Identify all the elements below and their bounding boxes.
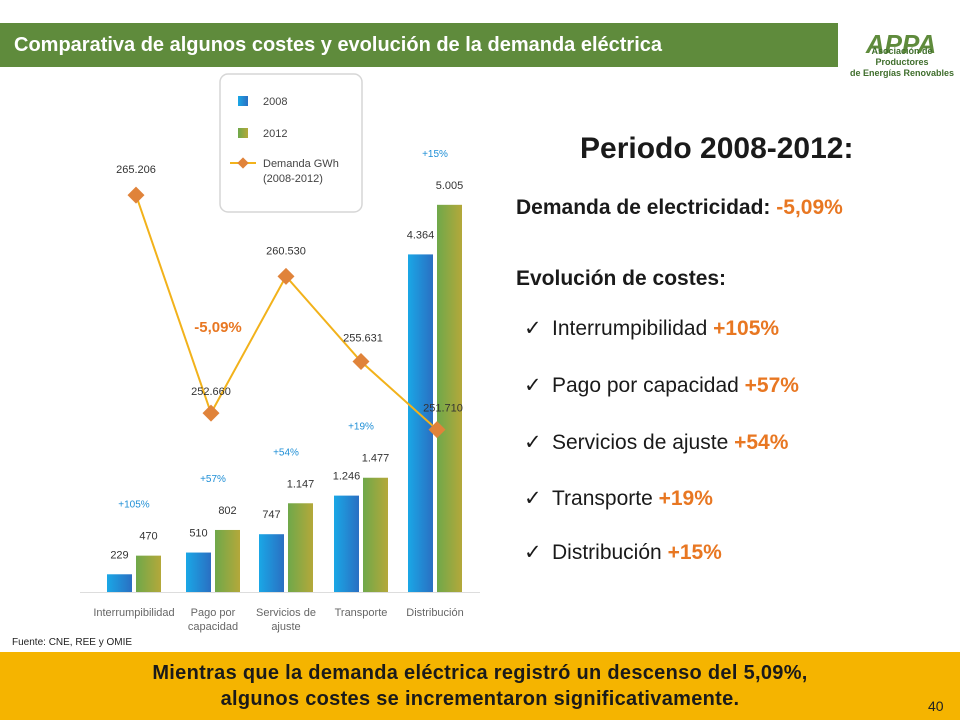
demand-marker <box>277 267 295 285</box>
evolution-title: Evolución de costes: <box>516 267 727 290</box>
legend-swatch-2008 <box>238 96 248 106</box>
growth-label: +19% <box>348 422 374 433</box>
bar-value-label: 1.477 <box>362 453 390 465</box>
demand-change-annotation: -5,09% <box>194 319 242 336</box>
demand-value-label: 251.710 <box>423 403 463 415</box>
bar-2012-4 <box>437 204 462 593</box>
cost-item-distribucion: ✓ Distribución +15% <box>524 540 722 565</box>
bar-2012-3 <box>363 477 388 592</box>
bar-value-label: 470 <box>139 531 157 543</box>
bar-2008-3 <box>334 495 359 592</box>
bar-value-label: 5.005 <box>436 180 464 192</box>
demand-value-label: 252.660 <box>191 386 231 398</box>
growth-label: +54% <box>273 447 299 458</box>
bar-2012-0 <box>136 555 161 592</box>
demand-summary: Demanda de electricidad: -5,09% <box>516 196 843 220</box>
growth-label: +57% <box>200 474 226 485</box>
growth-label: +105% <box>118 500 150 511</box>
legend-label-2012: 2012 <box>263 128 287 140</box>
check-icon: ✓ <box>524 541 542 564</box>
category-label: ajuste <box>271 621 300 633</box>
cost-item-pct: +54% <box>734 431 789 454</box>
cost-item-pct: +105% <box>713 317 780 340</box>
cost-item-interrumpibilidad: ✓ Interrumpibilidad +105% <box>524 316 779 341</box>
growth-label: +15% <box>422 149 448 160</box>
category-label: Servicios de <box>256 607 316 619</box>
cost-item-label: Servicios de ajuste <box>552 431 729 454</box>
source-note: Fuente: CNE, REE y OMIE <box>12 637 133 648</box>
footer-line2: algunos costes se incrementaron signific… <box>220 688 740 710</box>
cost-item-transporte: ✓ Transporte +19% <box>524 486 713 511</box>
cost-item-pct: +57% <box>744 374 799 397</box>
check-icon: ✓ <box>524 317 542 340</box>
bar-value-label: 747 <box>262 509 280 521</box>
bar-value-label: 4.364 <box>407 229 435 241</box>
cost-demand-chart: 265.206 252.660 260.530 255.631 251.710 -5,09… <box>80 73 480 633</box>
category-label: Interrumpibilidad <box>93 607 174 619</box>
demand-label: Demanda de electricidad: <box>516 196 771 219</box>
period-title: Periodo 2008-2012: <box>580 132 854 165</box>
check-icon: ✓ <box>524 374 542 397</box>
category-label: Distribución <box>406 607 463 619</box>
demand-marker <box>127 186 145 204</box>
demand-value-label: 265.206 <box>116 164 156 176</box>
demand-value-label: 260.530 <box>266 245 306 257</box>
bar-2008-2 <box>259 534 284 592</box>
footer-banner <box>0 652 960 720</box>
demand-value: -5,09% <box>776 196 843 219</box>
cost-item-label: Distribución <box>552 541 662 564</box>
appa-logo: APPA <box>846 29 956 59</box>
logo-subtitle-line1: Asociación de Productores <box>871 46 933 67</box>
cost-item-label: Pago por capacidad <box>552 374 739 397</box>
bar-2008-0 <box>107 574 132 592</box>
bar-2012-1 <box>215 529 240 592</box>
demand-value-label: 255.631 <box>343 333 383 345</box>
demand-line <box>135 194 438 431</box>
cost-item-pct: +15% <box>667 541 722 564</box>
legend-label-demand: Demanda GWh <box>263 158 339 170</box>
cost-item-pct: +19% <box>658 487 713 510</box>
demand-marker <box>428 421 446 439</box>
bar-value-label: 1.246 <box>333 471 361 483</box>
cost-item-servicios-ajuste: ✓ Servicios de ajuste +54% <box>524 430 788 455</box>
footer-message: Mientras que la demanda eléctrica regist… <box>0 660 960 712</box>
demand-marker <box>352 353 370 371</box>
bar-value-label: 510 <box>189 528 207 540</box>
cost-item-label: Interrumpibilidad <box>552 317 708 340</box>
cost-item-pago-capacidad: ✓ Pago por capacidad +57% <box>524 373 799 398</box>
footer-line1: Mientras que la demanda eléctrica regist… <box>152 662 808 684</box>
category-label: Pago por <box>191 607 236 619</box>
logo-subtitle: Asociación de Productores de Energías Re… <box>846 46 958 79</box>
bar-value-label: 802 <box>218 505 236 517</box>
legend-label-2008: 2008 <box>263 96 287 108</box>
bar-value-label: 229 <box>110 549 128 561</box>
category-label: Transporte <box>335 607 388 619</box>
bar-2012-2 <box>288 503 313 592</box>
legend-swatch-2012 <box>238 128 248 138</box>
bar-2008-1 <box>186 552 211 592</box>
legend-box <box>219 73 363 213</box>
check-icon: ✓ <box>524 487 542 510</box>
logo-text: APPA <box>865 29 936 59</box>
logo-subtitle-line2: de Energías Renovables <box>849 68 955 78</box>
slide-title: Comparativa de algunos costes y evolució… <box>0 23 838 67</box>
legend-label-demand-period: (2008-2012) <box>263 173 323 185</box>
bar-value-label: 1.147 <box>287 478 315 490</box>
cost-item-label: Transporte <box>552 487 653 510</box>
check-icon: ✓ <box>524 431 542 454</box>
category-label: capacidad <box>188 621 238 633</box>
page-number: 40 <box>928 698 944 714</box>
demand-marker <box>202 404 220 422</box>
